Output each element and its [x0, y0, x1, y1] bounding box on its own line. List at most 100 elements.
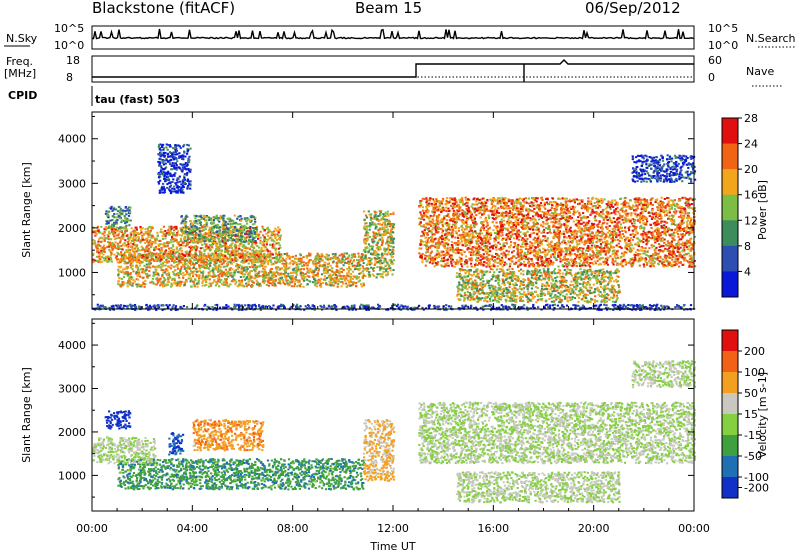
data-cell	[389, 249, 392, 251]
data-cell	[277, 247, 280, 250]
data-cell	[245, 247, 248, 250]
data-cell	[159, 278, 162, 281]
data-cell	[183, 181, 186, 184]
data-cell	[188, 251, 191, 254]
data-cell	[220, 226, 224, 229]
data-cell	[206, 262, 209, 265]
data-cell	[253, 258, 256, 261]
data-cell	[109, 257, 112, 259]
data-cell	[124, 217, 127, 219]
data-cell	[185, 267, 188, 269]
data-cell	[121, 248, 124, 251]
data-cell	[105, 260, 108, 262]
data-cell	[184, 251, 187, 254]
data-cell	[386, 271, 389, 273]
data-cell	[352, 260, 355, 263]
data-cell	[220, 260, 223, 263]
data-cell	[265, 228, 268, 230]
data-cell	[121, 280, 124, 283]
data-cell	[544, 265, 547, 268]
data-cell	[233, 228, 236, 231]
data-cell	[137, 283, 140, 286]
data-cell	[314, 284, 317, 287]
data-cell	[275, 268, 278, 271]
data-cell	[157, 182, 161, 185]
data-cell	[382, 221, 385, 224]
data-cell	[160, 266, 163, 269]
data-cell	[125, 272, 128, 275]
data-cell	[224, 268, 227, 271]
data-cell	[112, 230, 115, 233]
data-cell	[115, 247, 118, 250]
data-cell	[170, 232, 173, 234]
data-cell	[196, 285, 199, 288]
data-cell	[271, 253, 274, 256]
data-cell	[335, 262, 338, 265]
data-cell	[125, 257, 128, 260]
data-cell	[317, 258, 320, 261]
data-cell	[116, 229, 119, 232]
data-cell	[205, 281, 208, 284]
data-cell	[268, 282, 272, 285]
data-cell	[245, 282, 248, 285]
data-cell	[259, 230, 262, 233]
data-cell	[99, 261, 102, 264]
data-cell	[224, 242, 227, 245]
data-cell	[250, 275, 253, 278]
data-cell	[157, 153, 160, 156]
data-cell	[138, 249, 141, 252]
data-cell	[375, 225, 378, 228]
data-cell	[145, 273, 149, 275]
data-cell	[177, 241, 180, 243]
data-cell	[118, 236, 121, 239]
freq-tick-high: 18	[66, 54, 80, 67]
data-cell	[376, 253, 379, 256]
data-cell	[242, 244, 245, 247]
data-cell	[186, 271, 189, 273]
data-cell	[189, 229, 192, 232]
data-cell	[255, 265, 258, 268]
data-cell	[372, 223, 375, 226]
data-cell	[290, 277, 294, 280]
data-cell	[377, 219, 380, 222]
data-cell	[383, 224, 387, 227]
data-cell	[285, 279, 288, 282]
data-cell	[190, 272, 193, 275]
data-cell	[248, 278, 251, 281]
data-cell	[115, 208, 118, 211]
data-cell	[245, 276, 248, 279]
data-cell	[261, 250, 264, 253]
data-cell	[335, 274, 338, 276]
data-cell	[325, 257, 328, 260]
data-cell	[165, 171, 168, 174]
data-cell	[120, 251, 123, 254]
data-cell	[121, 259, 124, 262]
data-cell	[230, 243, 233, 246]
data-cell	[337, 282, 340, 285]
data-cell	[140, 283, 144, 286]
data-cell	[282, 281, 285, 284]
data-cell	[254, 233, 257, 236]
data-cell	[118, 241, 121, 244]
data-cell	[204, 239, 207, 242]
data-cell	[388, 264, 391, 267]
data-cell	[255, 254, 259, 257]
data-cell	[228, 272, 231, 275]
data-cell	[187, 252, 190, 255]
data-cell	[124, 239, 127, 242]
data-cell	[350, 262, 354, 265]
data-cell	[343, 255, 346, 258]
data-cell	[244, 254, 248, 257]
data-cell	[316, 252, 319, 255]
data-cell	[172, 238, 175, 240]
data-cell	[156, 231, 159, 234]
data-cell	[366, 263, 369, 266]
data-cell	[259, 242, 262, 245]
data-cell	[533, 208, 536, 210]
data-cell	[351, 265, 354, 267]
data-cell	[163, 242, 166, 245]
data-cell	[203, 250, 206, 252]
data-cell	[145, 246, 148, 249]
data-cell	[178, 180, 181, 183]
